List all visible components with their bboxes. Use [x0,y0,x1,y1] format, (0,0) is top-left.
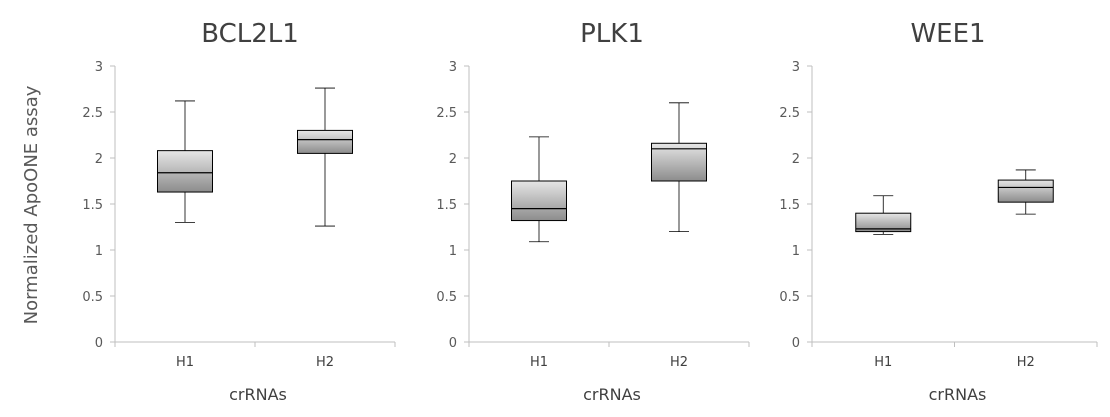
y-tick-label: 0.5 [82,290,103,305]
box-h2 [651,102,707,233]
iqr-box [297,129,353,154]
x-axis-label: crRNAs [583,385,641,404]
y-tick-label: 2.5 [82,106,103,121]
iqr-box [651,142,707,182]
y-tick-label: 2 [792,152,800,167]
chart-panels: BCL2L1 0 0.5 1 1.5 2 2.5 3 H1 H2 crRNAs PLK1 0 0.5 1 1.… [82,19,1098,404]
y-tick-label: 1 [449,244,457,259]
y-tick-label: 1.5 [779,198,800,213]
y-tick-label: 3 [449,60,457,75]
iqr-box [511,180,567,222]
y-tick-label: 0 [449,336,457,351]
x-axis-label: crRNAs [229,385,287,404]
x-category-label: H1 [530,355,548,370]
y-tick-label: 2 [95,152,103,167]
y-tick-label: 1 [792,244,800,259]
y-tick-label: 3 [792,60,800,75]
x-category-label: H2 [316,355,334,370]
x-category-label: H1 [176,355,194,370]
x-category-label: H2 [1017,355,1035,370]
y-tick-label: 1.5 [436,198,457,213]
y-tick-label: 1.5 [82,198,103,213]
y-tick-label: 3 [95,60,103,75]
chart-panel-bcl2l1: BCL2L1 0 0.5 1 1.5 2 2.5 3 H1 H2 crRNAs [82,19,396,404]
chart-title: WEE1 [910,19,985,49]
y-axis-label: Normalized ApoONE assay [21,85,42,324]
box-h2 [297,87,353,227]
box-h1 [157,100,213,223]
y-tick-label: 2 [449,152,457,167]
iqr-box [855,212,912,233]
y-tick-label: 2.5 [779,106,800,121]
chart-panel-wee1: WEE1 0 0.5 1 1.5 2 2.5 3 H1 H2 crRNAs [779,19,1098,404]
y-tick-label: 0 [95,336,103,351]
iqr-box [997,179,1054,203]
box-h1 [511,136,567,243]
y-tick-label: 2.5 [436,106,457,121]
chart-title: PLK1 [580,19,644,49]
y-tick-label: 0.5 [779,290,800,305]
box-h2 [997,169,1054,215]
y-tick-label: 0 [792,336,800,351]
x-category-label: H2 [670,355,688,370]
box-h1 [855,195,912,235]
iqr-box [157,150,213,193]
chart-panel-plk1: PLK1 0 0.5 1 1.5 2 2.5 3 H1 H2 crRNAs [436,19,750,404]
x-category-label: H1 [874,355,892,370]
chart-title: BCL2L1 [201,19,299,49]
y-tick-label: 0.5 [436,290,457,305]
y-tick-label: 1 [95,244,103,259]
x-axis-label: crRNAs [929,385,987,404]
